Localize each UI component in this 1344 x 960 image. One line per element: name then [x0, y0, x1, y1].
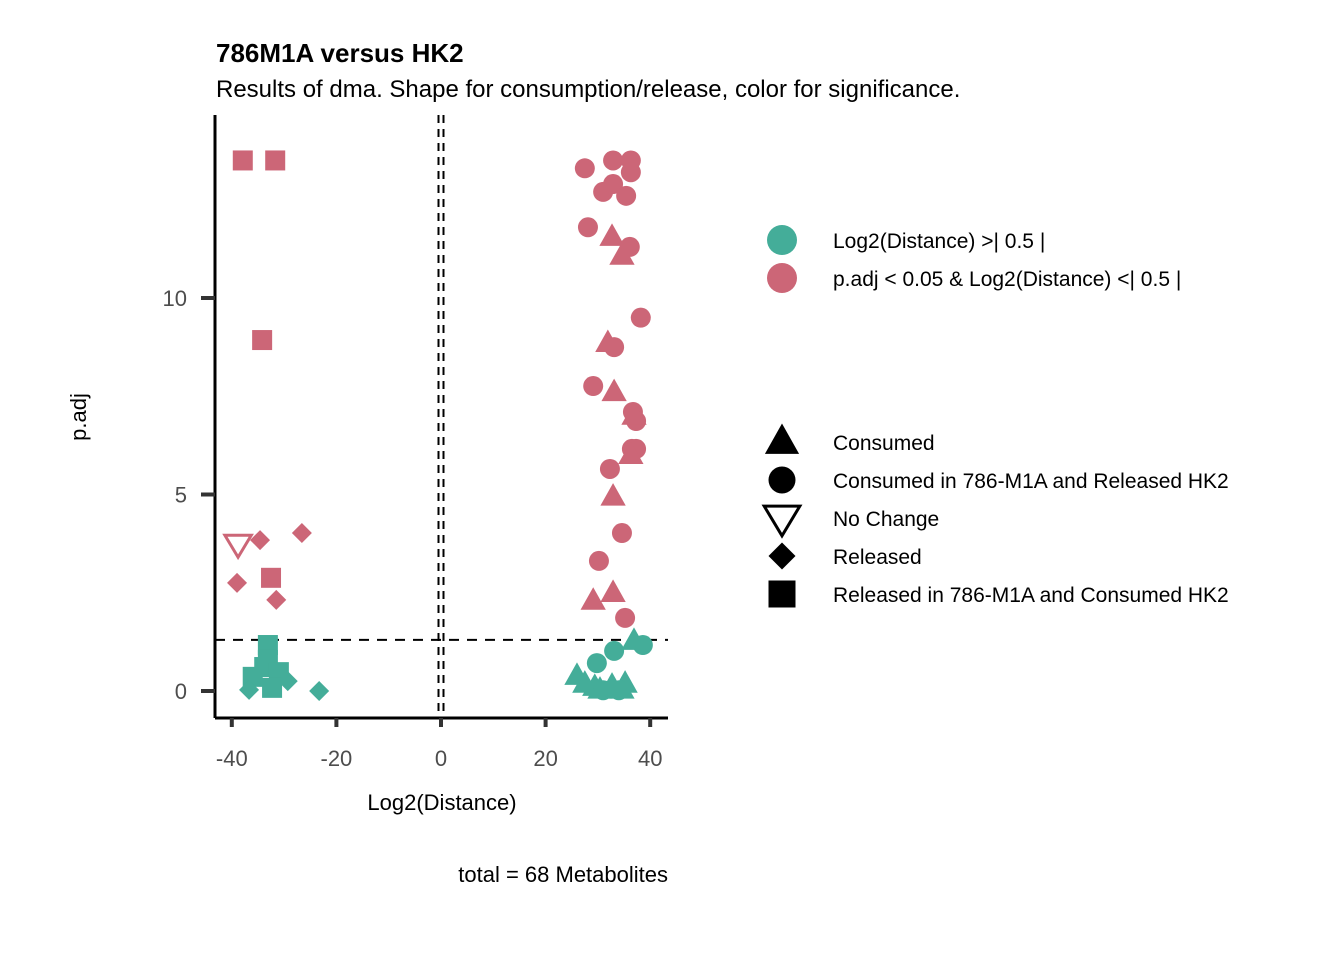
data-point [595, 329, 621, 352]
data-point [266, 589, 287, 610]
y-tick-label: 0 [175, 679, 187, 704]
y-axis-label: p.adj [66, 393, 91, 441]
legend-shape-key [768, 580, 796, 608]
y-tick-label: 5 [175, 483, 187, 508]
data-point [277, 671, 298, 692]
legend-shape-key [761, 504, 803, 539]
x-tick-label: 0 [435, 746, 447, 771]
data-point [574, 158, 595, 179]
legend-color-label: p.adj < 0.05 & Log2(Distance) <| 0.5 | [833, 268, 1181, 291]
data-point [611, 523, 632, 544]
legend-shape-label: Released in 786-M1A and Consumed HK2 [833, 584, 1229, 607]
data-point [600, 579, 626, 602]
data-point [620, 162, 641, 183]
legend-shape-key [768, 542, 796, 570]
caption: total = 68 Metabolites [458, 862, 668, 887]
data-point [580, 587, 606, 610]
legend-color-label: Log2(Distance) >| 0.5 | [833, 230, 1045, 253]
data-point [599, 458, 620, 479]
legend-color-key [767, 225, 797, 255]
data-point [222, 533, 254, 561]
x-tick-label: -40 [216, 746, 248, 771]
x-tick-label: 40 [638, 746, 662, 771]
data-point [601, 378, 627, 402]
data-point [608, 680, 629, 701]
data-point [577, 217, 598, 238]
data-point [609, 242, 635, 265]
data-point [227, 572, 248, 593]
data-point [615, 607, 636, 628]
data-point [586, 653, 607, 674]
data-point [252, 330, 273, 351]
data-point [618, 441, 644, 464]
data-point [232, 150, 253, 171]
x-tick-label: -20 [321, 746, 353, 771]
data-point [309, 681, 330, 701]
data-point [239, 679, 260, 700]
data-point [262, 677, 283, 698]
data-point [632, 635, 653, 656]
chart-subtitle: Results of dma. Shape for consumption/re… [216, 76, 960, 103]
legend-shape-label: Released [833, 546, 922, 569]
x-tick-label: 20 [533, 746, 557, 771]
data-point [291, 523, 312, 544]
data-point [600, 483, 626, 506]
data-point [261, 567, 282, 588]
legend-shape-label: No Change [833, 508, 939, 531]
legend-color-key [767, 263, 797, 293]
data-point [588, 550, 609, 571]
y-tick-label: 10 [163, 286, 187, 311]
data-point [621, 402, 647, 425]
data-point [599, 223, 625, 246]
data-point [616, 185, 637, 206]
data-point [583, 376, 604, 397]
data-point [604, 640, 625, 661]
data-point [265, 150, 286, 171]
legend-shape-key [764, 423, 800, 454]
x-axis-label: Log2(Distance) [367, 790, 516, 815]
data-point [603, 150, 624, 171]
legend-shape-key [768, 466, 796, 494]
data-point [603, 174, 624, 195]
legend-shape-label: Consumed in 786-M1A and Released HK2 [833, 470, 1229, 493]
data-point [630, 307, 651, 328]
data-point [593, 680, 614, 701]
legend-shape-label: Consumed [833, 432, 935, 455]
chart-title: 786M1A versus HK2 [216, 38, 464, 68]
data-point [250, 530, 271, 551]
